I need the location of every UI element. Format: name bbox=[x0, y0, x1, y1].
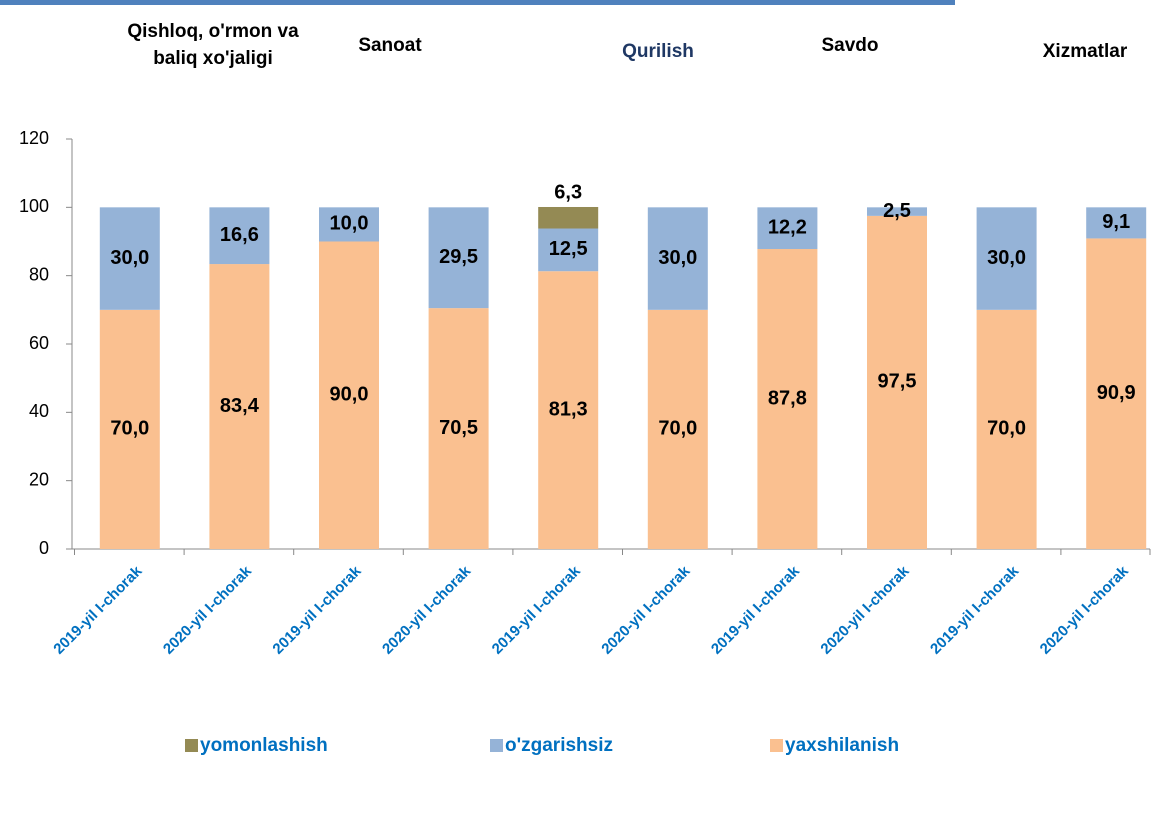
bar-segment bbox=[538, 206, 599, 229]
data-label: 30,0 bbox=[987, 247, 1026, 269]
bar-segment bbox=[99, 309, 160, 549]
bar-segment bbox=[319, 207, 379, 242]
bar-segment bbox=[647, 309, 708, 549]
data-label: 9,1 bbox=[1102, 211, 1130, 233]
legend-label: yomonlashish bbox=[200, 735, 328, 756]
data-label: 6,3 bbox=[554, 181, 582, 203]
legend-swatch bbox=[490, 739, 503, 752]
group-title: Sanoat bbox=[358, 35, 422, 56]
y-tick-label: 120 bbox=[19, 128, 49, 148]
bar-segment bbox=[99, 207, 160, 310]
legend-swatch bbox=[185, 739, 198, 752]
data-label: 90,9 bbox=[1097, 382, 1136, 404]
x-tick-label: 2020-yil I-chorak bbox=[817, 562, 913, 658]
data-label: 70,0 bbox=[658, 418, 697, 440]
data-label: 90,0 bbox=[330, 384, 369, 406]
data-label: 2,5 bbox=[883, 200, 911, 222]
data-label: 97,5 bbox=[878, 371, 917, 393]
data-label: 70,5 bbox=[439, 417, 478, 439]
x-tick-label: 2020-yil I-chorak bbox=[379, 562, 475, 658]
bar-segment bbox=[428, 308, 489, 549]
data-label: 70,0 bbox=[110, 418, 149, 440]
y-tick-label: 60 bbox=[29, 333, 49, 353]
y-tick-label: 80 bbox=[29, 264, 49, 284]
x-tick-label: 2019-yil I-chorak bbox=[269, 562, 365, 658]
data-label: 83,4 bbox=[220, 395, 260, 417]
bar-segment bbox=[1086, 238, 1147, 550]
data-label: 87,8 bbox=[768, 387, 807, 409]
data-label: 12,2 bbox=[768, 216, 807, 238]
y-tick-label: 20 bbox=[29, 469, 49, 489]
group-title: Qishloq, o'rmon va baliq xo'jaligi bbox=[127, 21, 299, 69]
group-title: Savdo bbox=[821, 35, 879, 56]
bar-segment bbox=[757, 249, 818, 549]
data-label: 29,5 bbox=[439, 246, 478, 268]
x-tick-label: 2020-yil I-chorak bbox=[160, 562, 256, 658]
y-tick-label: 100 bbox=[19, 196, 49, 216]
x-tick-label: 2020-yil I-chorak bbox=[598, 562, 694, 658]
data-label: 10,0 bbox=[330, 213, 369, 235]
data-label: 30,0 bbox=[110, 247, 149, 269]
data-label: 81,3 bbox=[549, 398, 588, 420]
data-label: 12,5 bbox=[549, 238, 588, 260]
x-tick-label: 2019-yil I-chorak bbox=[708, 562, 804, 658]
bar-segment bbox=[538, 228, 599, 272]
bar-segment bbox=[1086, 207, 1147, 239]
legend-swatch bbox=[770, 739, 783, 752]
bar-segment bbox=[428, 207, 489, 309]
legend-label: yaxshilanish bbox=[785, 735, 899, 756]
bar-segment bbox=[867, 215, 927, 549]
x-tick-label: 2019-yil I-chorak bbox=[50, 562, 146, 658]
bar-segment bbox=[976, 309, 1037, 549]
bar-segment bbox=[867, 207, 927, 216]
bar-segment bbox=[209, 264, 270, 549]
bar-segment bbox=[538, 271, 599, 549]
data-label: 70,0 bbox=[987, 418, 1026, 440]
data-label: 30,0 bbox=[658, 247, 697, 269]
group-title: Xizmatlar bbox=[1042, 41, 1128, 62]
x-tick-label: 2019-yil I-chorak bbox=[489, 562, 585, 658]
bar-segment bbox=[209, 207, 270, 265]
legend-label: o'zgarishsiz bbox=[505, 735, 613, 756]
bar-segment bbox=[319, 241, 379, 549]
x-tick-label: 2020-yil I-chorak bbox=[1037, 562, 1133, 658]
data-label: 16,6 bbox=[220, 224, 259, 246]
bar-segment bbox=[647, 207, 708, 310]
x-tick-label: 2019-yil I-chorak bbox=[927, 562, 1023, 658]
y-tick-label: 0 bbox=[39, 538, 49, 558]
bar-segment bbox=[757, 207, 818, 250]
y-tick-label: 40 bbox=[29, 401, 49, 421]
bar-segment bbox=[976, 207, 1037, 310]
top-rule bbox=[0, 0, 955, 5]
group-title: Qurilish bbox=[622, 41, 694, 62]
